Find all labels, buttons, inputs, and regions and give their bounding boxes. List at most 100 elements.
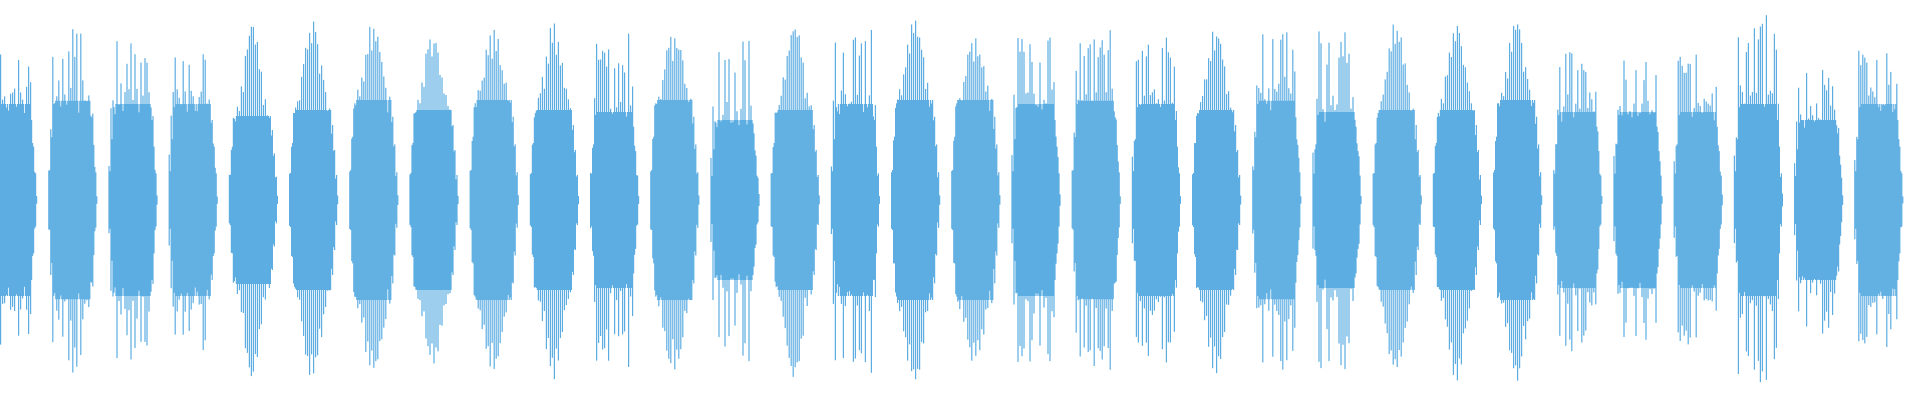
waveform-sample bbox=[187, 104, 189, 296]
waveform-sample bbox=[1357, 151, 1359, 249]
waveform-sample bbox=[421, 82, 423, 317]
waveform-sample bbox=[251, 116, 253, 284]
waveform-sample bbox=[1567, 94, 1569, 304]
waveform-sample bbox=[1226, 94, 1228, 305]
waveform-sample bbox=[1322, 109, 1324, 290]
waveform-sample bbox=[681, 100, 683, 300]
waveform-sample bbox=[382, 100, 384, 300]
waveform-sample bbox=[891, 172, 893, 229]
waveform-sample bbox=[127, 104, 129, 296]
waveform-sample bbox=[1411, 110, 1413, 290]
waveform-sample bbox=[758, 194, 760, 207]
waveform-sample bbox=[310, 110, 312, 290]
waveform-sample bbox=[1655, 75, 1657, 323]
waveform-sample bbox=[788, 50, 790, 358]
waveform-sample bbox=[359, 96, 361, 305]
waveform-sample bbox=[1240, 195, 1242, 205]
waveform-sample bbox=[847, 104, 849, 296]
waveform-sample bbox=[1469, 110, 1471, 290]
waveform-sample bbox=[1018, 104, 1020, 296]
waveform-sample bbox=[1459, 110, 1461, 290]
waveform-sample bbox=[61, 100, 63, 300]
waveform-sample bbox=[569, 108, 571, 293]
waveform-sample bbox=[859, 104, 861, 296]
waveform-sample bbox=[499, 65, 501, 344]
waveform-sample bbox=[216, 196, 218, 204]
waveform-sample bbox=[1887, 104, 1889, 296]
waveform-sample bbox=[456, 175, 458, 225]
waveform-sample bbox=[1202, 95, 1204, 303]
waveform-sample bbox=[1437, 113, 1439, 287]
waveform-sample bbox=[1715, 86, 1717, 311]
waveform-sample bbox=[1770, 104, 1772, 296]
waveform-sample bbox=[786, 56, 788, 346]
waveform-sample bbox=[903, 74, 905, 332]
waveform-sample bbox=[477, 90, 479, 309]
waveform-sample bbox=[269, 116, 271, 284]
waveform-sample bbox=[1116, 144, 1118, 256]
waveform-sample bbox=[143, 104, 145, 296]
waveform-sample bbox=[27, 104, 29, 296]
waveform-sample bbox=[231, 146, 233, 254]
waveform-sample bbox=[229, 174, 231, 226]
waveform-sample bbox=[449, 109, 451, 294]
waveform-sample bbox=[416, 110, 418, 290]
waveform-sample bbox=[1556, 144, 1558, 256]
waveform-sample bbox=[665, 100, 667, 300]
waveform-sample bbox=[55, 100, 57, 300]
waveform-sample bbox=[1058, 173, 1060, 227]
waveform-sample bbox=[1146, 104, 1148, 296]
waveform-sample bbox=[1406, 84, 1408, 322]
waveform-sample bbox=[1643, 80, 1645, 323]
waveform-sample bbox=[722, 114, 724, 288]
waveform-sample bbox=[4, 96, 6, 304]
waveform-sample bbox=[180, 104, 182, 294]
waveform-sample bbox=[1766, 104, 1768, 296]
waveform-sample bbox=[1591, 99, 1593, 306]
waveform-sample bbox=[1812, 115, 1814, 283]
waveform-sample bbox=[842, 52, 844, 359]
waveform-sample bbox=[621, 112, 623, 288]
waveform-sample bbox=[472, 136, 474, 264]
waveform-sample bbox=[1569, 52, 1571, 340]
waveform-sample bbox=[264, 99, 266, 300]
waveform-sample bbox=[813, 125, 815, 275]
waveform-sample bbox=[373, 28, 375, 368]
waveform-sample bbox=[872, 116, 874, 280]
waveform-sample bbox=[1615, 143, 1617, 254]
waveform-sample bbox=[1735, 137, 1737, 263]
waveform-sample bbox=[1416, 151, 1418, 247]
waveform-burst bbox=[951, 38, 1001, 361]
waveform-sample bbox=[1564, 112, 1566, 288]
waveform-sample bbox=[82, 80, 84, 320]
waveform-sample bbox=[1632, 112, 1634, 288]
waveform-sample bbox=[1260, 92, 1262, 306]
waveform-sample bbox=[685, 100, 687, 300]
waveform-sample bbox=[593, 144, 595, 256]
waveform-sample bbox=[151, 120, 153, 280]
waveform-sample bbox=[1507, 78, 1509, 324]
waveform-sample bbox=[193, 104, 195, 296]
waveform-sample bbox=[135, 104, 137, 296]
waveform-sample bbox=[1400, 37, 1402, 357]
waveform-sample bbox=[1736, 139, 1738, 261]
waveform-sample bbox=[362, 100, 364, 300]
waveform-sample bbox=[2, 99, 4, 304]
waveform-sample bbox=[210, 122, 212, 275]
waveform-sample bbox=[1334, 110, 1336, 291]
waveform-sample bbox=[203, 104, 205, 296]
waveform-sample bbox=[1777, 103, 1779, 300]
waveform-sample bbox=[1893, 104, 1895, 296]
waveform-sample bbox=[249, 116, 251, 284]
waveform-sample bbox=[1457, 110, 1459, 290]
waveform-sample bbox=[148, 92, 150, 312]
waveform-sample bbox=[1525, 67, 1527, 340]
waveform-sample bbox=[73, 100, 75, 300]
waveform-sample bbox=[140, 62, 142, 342]
waveform-sample bbox=[1281, 100, 1283, 300]
waveform-sample bbox=[445, 95, 447, 304]
waveform-sample bbox=[1378, 110, 1380, 290]
waveform-sample bbox=[412, 143, 414, 257]
waveform-sample bbox=[1601, 195, 1603, 204]
